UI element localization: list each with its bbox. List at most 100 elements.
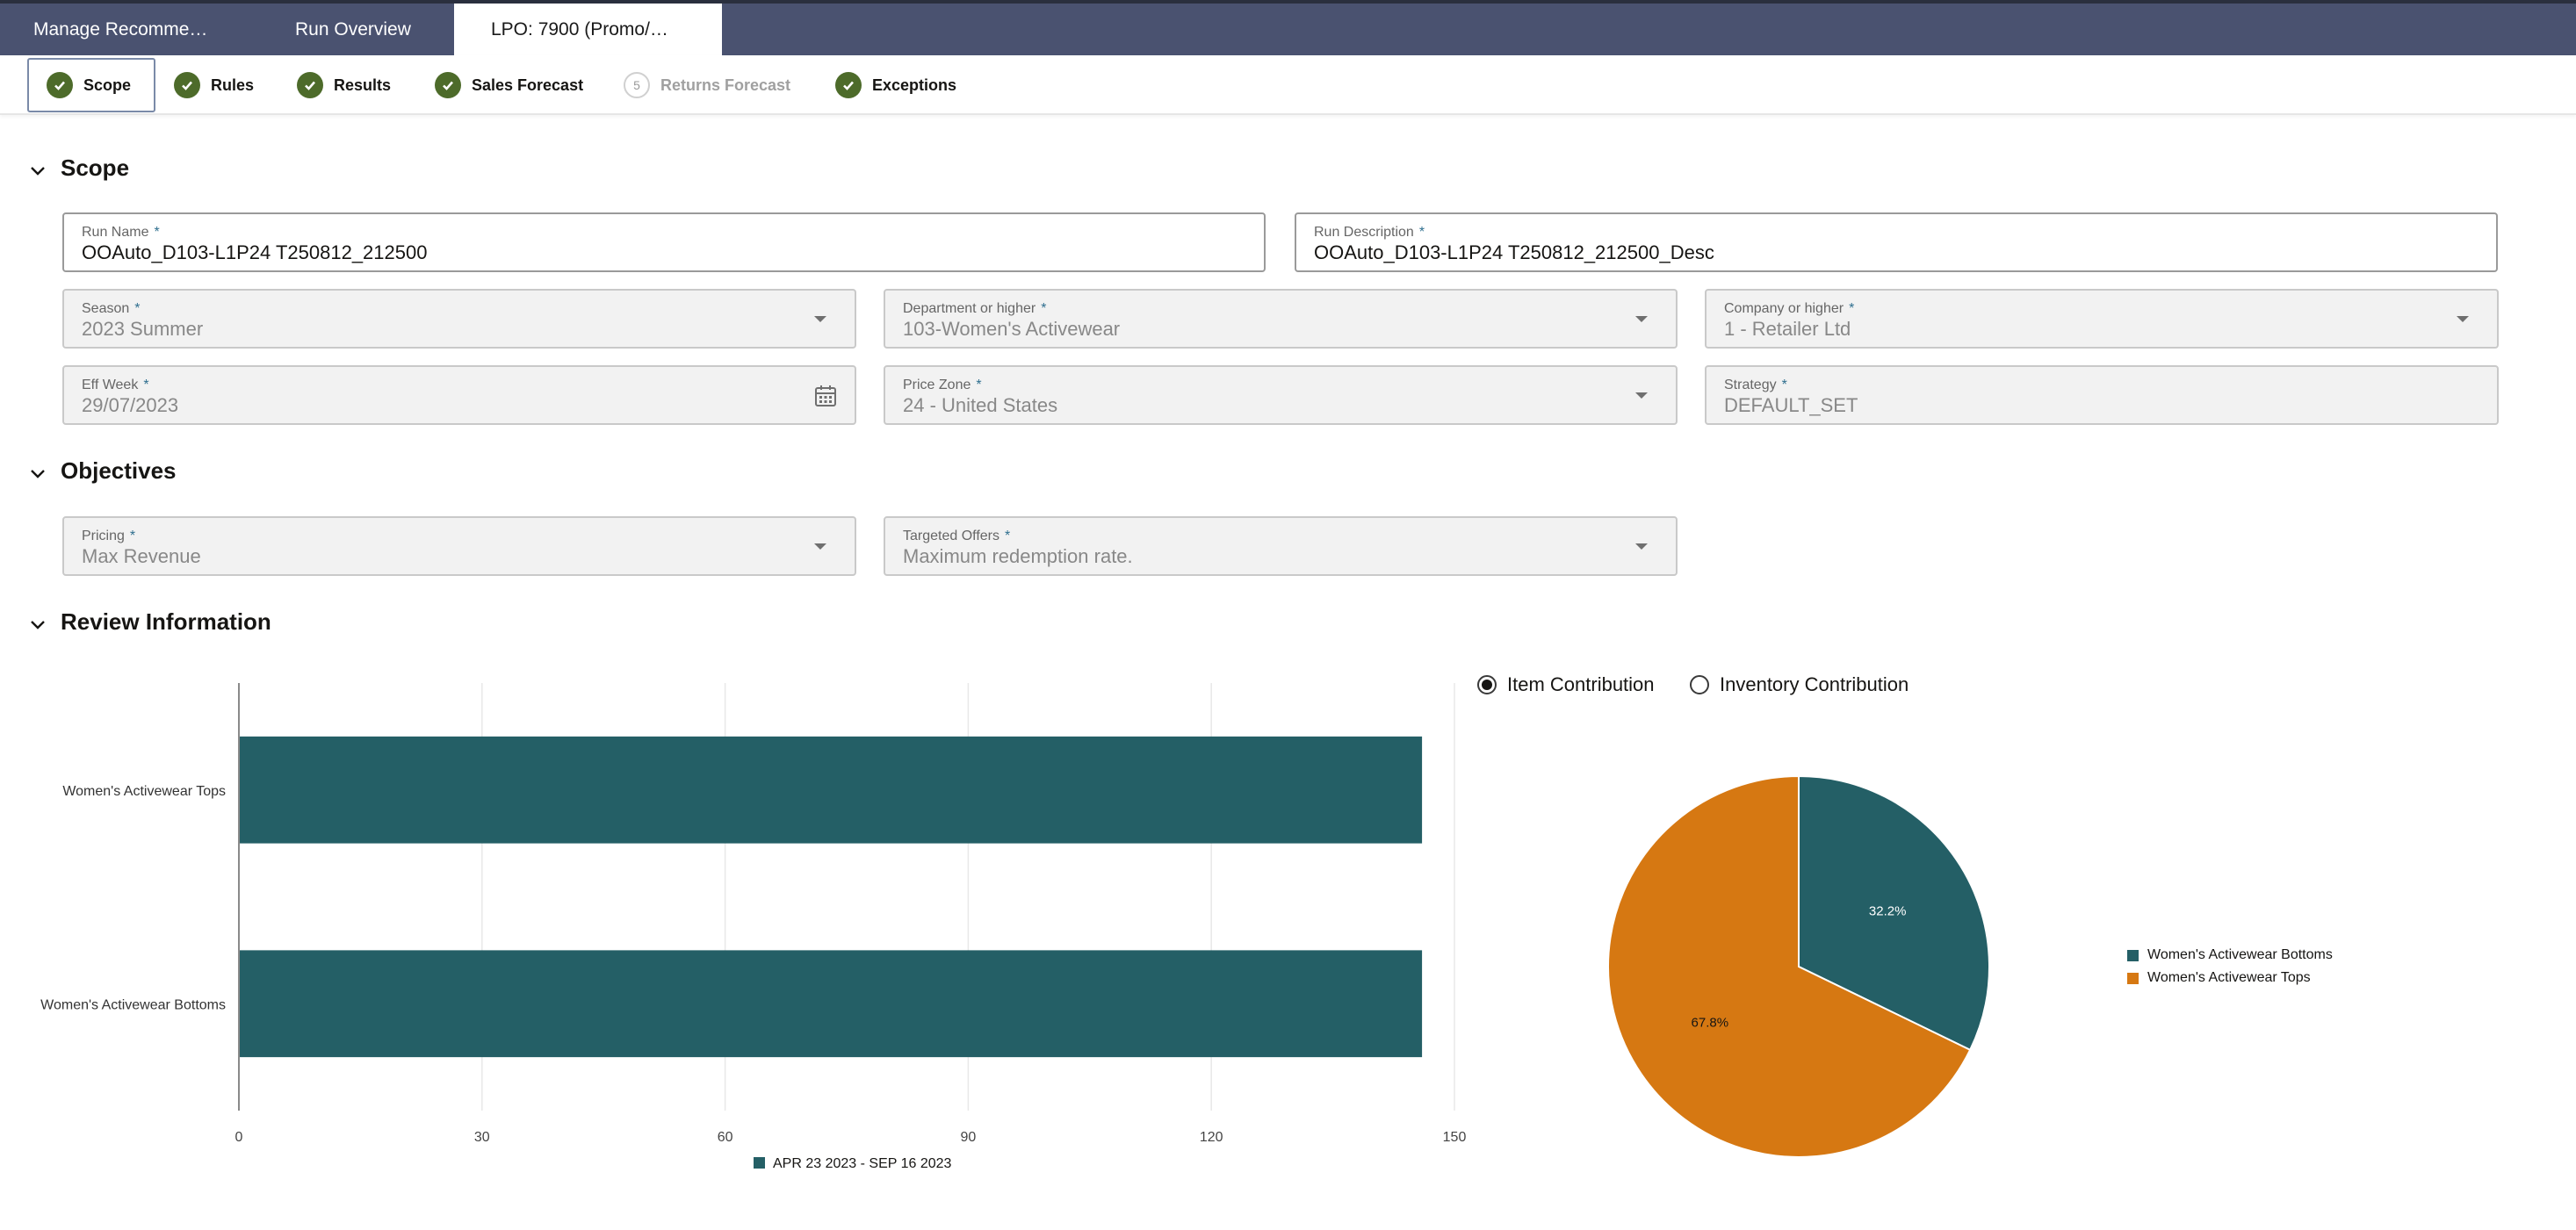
pie-value-label: 67.8% (1692, 1015, 1729, 1030)
train-step-label: Rules (211, 76, 255, 94)
dropdown-caret-icon[interactable] (814, 543, 826, 550)
tab-lpo-run[interactable]: LPO: 7900 (Promo/… (454, 4, 722, 55)
pie-value-label: 32.2% (1869, 904, 1907, 919)
dropdown-caret-icon[interactable] (2457, 316, 2469, 322)
required-icon: * (1041, 301, 1047, 316)
dropdown-caret-icon[interactable] (1635, 543, 1648, 550)
x-tick-label: 120 (1200, 1130, 1223, 1145)
legend-swatch (754, 1157, 765, 1169)
pie-slice[interactable] (1607, 774, 1972, 1158)
train-step-results[interactable]: Results (297, 58, 391, 112)
train-step-label: Results (334, 76, 392, 94)
train-step-scope[interactable]: Scope (27, 58, 155, 112)
train-step-exceptions[interactable]: Exceptions (835, 58, 956, 112)
train-step-label: Exceptions (872, 76, 957, 94)
company-select[interactable]: Company or higher * 1 - Retailer Ltd (1705, 289, 2499, 349)
train-navigation: Scope Rules Results Sales Forecast 5 Ret… (0, 55, 2576, 115)
required-icon: * (154, 225, 160, 240)
targeted-offers-select[interactable]: Targeted Offers * Maximum redemption rate… (884, 516, 1678, 576)
legend-swatch (2127, 949, 2139, 961)
section-header-review-information[interactable]: Review Information (29, 608, 271, 636)
bar[interactable] (240, 736, 1423, 844)
run-name-field[interactable]: Run Name * OOAuto_D103-L1P24 T250812_2125… (62, 212, 1266, 272)
y-category-label: Women's Activewear Bottoms (40, 997, 226, 1012)
department-select[interactable]: Department or higher * 103-Women's Active… (884, 289, 1678, 349)
section-title: Scope (61, 155, 130, 181)
check-icon (174, 72, 200, 98)
field-label: Run Description * (1314, 225, 1425, 240)
required-icon: * (1418, 225, 1425, 240)
calendar-icon[interactable] (814, 385, 837, 407)
strategy-value: DEFAULT_SET (1724, 394, 1858, 416)
required-icon: * (129, 529, 136, 543)
season-select[interactable]: Season * 2023 Summer (62, 289, 856, 349)
window-top-strip (0, 0, 2576, 4)
section-header-scope[interactable]: Scope (29, 155, 129, 182)
pie-legend-item: Women's Activewear Bottoms (2127, 947, 2333, 963)
tab-manage-recommendations[interactable]: Manage Recomme… (0, 4, 228, 55)
radio-label: Inventory Contribution (1720, 673, 1909, 695)
tab-bar: Manage Recomme… Run Overview LPO: 7900 (… (0, 4, 2576, 55)
section-title: Review Information (61, 608, 271, 635)
x-tick-label: 0 (235, 1130, 243, 1145)
radio-inventory-contribution[interactable]: Inventory Contribution (1690, 673, 1909, 696)
item-contribution-pie-chart: 32.2% 67.8% (1607, 774, 1990, 1158)
field-label: Targeted Offers * (903, 529, 1011, 543)
section-header-objectives[interactable]: Objectives (29, 457, 177, 485)
radio-unselected-icon[interactable] (1690, 675, 1709, 694)
field-label: Price Zone * (903, 378, 982, 392)
dropdown-caret-icon[interactable] (814, 316, 826, 322)
legend-swatch (2127, 972, 2139, 984)
train-step-returns-forecast: 5 Returns Forecast (624, 58, 790, 112)
strategy-field: Strategy * DEFAULT_SET (1705, 365, 2499, 425)
radio-item-contribution[interactable]: Item Contribution (1477, 673, 1655, 696)
dropdown-caret-icon[interactable] (1635, 316, 1648, 322)
season-value: 2023 Summer (82, 318, 204, 340)
check-icon (435, 72, 461, 98)
pricing-value: Max Revenue (82, 545, 201, 567)
field-label: Run Name * (82, 225, 160, 240)
step-number-badge: 5 (624, 72, 650, 98)
price-zone-select[interactable]: Price Zone * 24 - United States (884, 365, 1678, 425)
bar[interactable] (240, 950, 1423, 1058)
y-category-label: Women's Activewear Tops (62, 784, 226, 799)
run-description-field[interactable]: Run Description * OOAuto_D103-L1P24 T2508… (1295, 212, 2498, 272)
radio-label: Item Contribution (1507, 673, 1655, 695)
run-description-value[interactable]: OOAuto_D103-L1P24 T250812_212500_Desc (1314, 241, 1714, 263)
required-icon: * (134, 301, 141, 316)
check-icon (297, 72, 323, 98)
required-icon: * (1849, 301, 1855, 316)
field-label: Eff Week * (82, 378, 149, 392)
dropdown-caret-icon[interactable] (1635, 392, 1648, 399)
department-value: 103-Women's Activewear (903, 318, 1121, 340)
field-label: Season * (82, 301, 141, 316)
tab-label: LPO: 7900 (Promo/… (491, 18, 668, 40)
train-step-label: Sales Forecast (472, 76, 584, 94)
tab-label: Manage Recomme… (33, 18, 208, 40)
legend-label: Women's Activewear Bottoms (2147, 947, 2333, 962)
tab-run-overview[interactable]: Run Overview (262, 4, 455, 55)
pie-slice[interactable] (1798, 774, 1990, 1052)
field-label: Department or higher * (903, 301, 1047, 316)
x-tick-label: 30 (474, 1130, 490, 1145)
train-step-sales-forecast[interactable]: Sales Forecast (435, 58, 583, 112)
item-contribution-bar-chart: 0 30 60 90 120 150 Women's Activewear Tops Wome… (40, 683, 1466, 1171)
field-label: Strategy * (1724, 378, 1787, 392)
company-value: 1 - Retailer Ltd (1724, 318, 1851, 340)
radio-selected-icon[interactable] (1477, 675, 1497, 694)
tab-label: Run Overview (295, 18, 411, 40)
required-icon: * (1004, 529, 1011, 543)
train-step-rules[interactable]: Rules (174, 58, 254, 112)
field-label: Company or higher * (1724, 301, 1855, 316)
legend-label: APR 23 2023 - SEP 16 2023 (773, 1156, 952, 1171)
required-icon: * (143, 378, 149, 392)
eff-week-date-field[interactable]: Eff Week * 29/07/2023 (62, 365, 856, 425)
legend-label: Women's Activewear Tops (2147, 970, 2311, 985)
chevron-down-icon (31, 469, 45, 478)
train-step-label: Scope (83, 76, 132, 94)
run-name-value[interactable]: OOAuto_D103-L1P24 T250812_212500 (82, 241, 428, 263)
pricing-select[interactable]: Pricing * Max Revenue (62, 516, 856, 576)
x-tick-label: 60 (718, 1130, 733, 1145)
required-icon: * (1781, 378, 1787, 392)
field-label: Pricing * (82, 529, 136, 543)
